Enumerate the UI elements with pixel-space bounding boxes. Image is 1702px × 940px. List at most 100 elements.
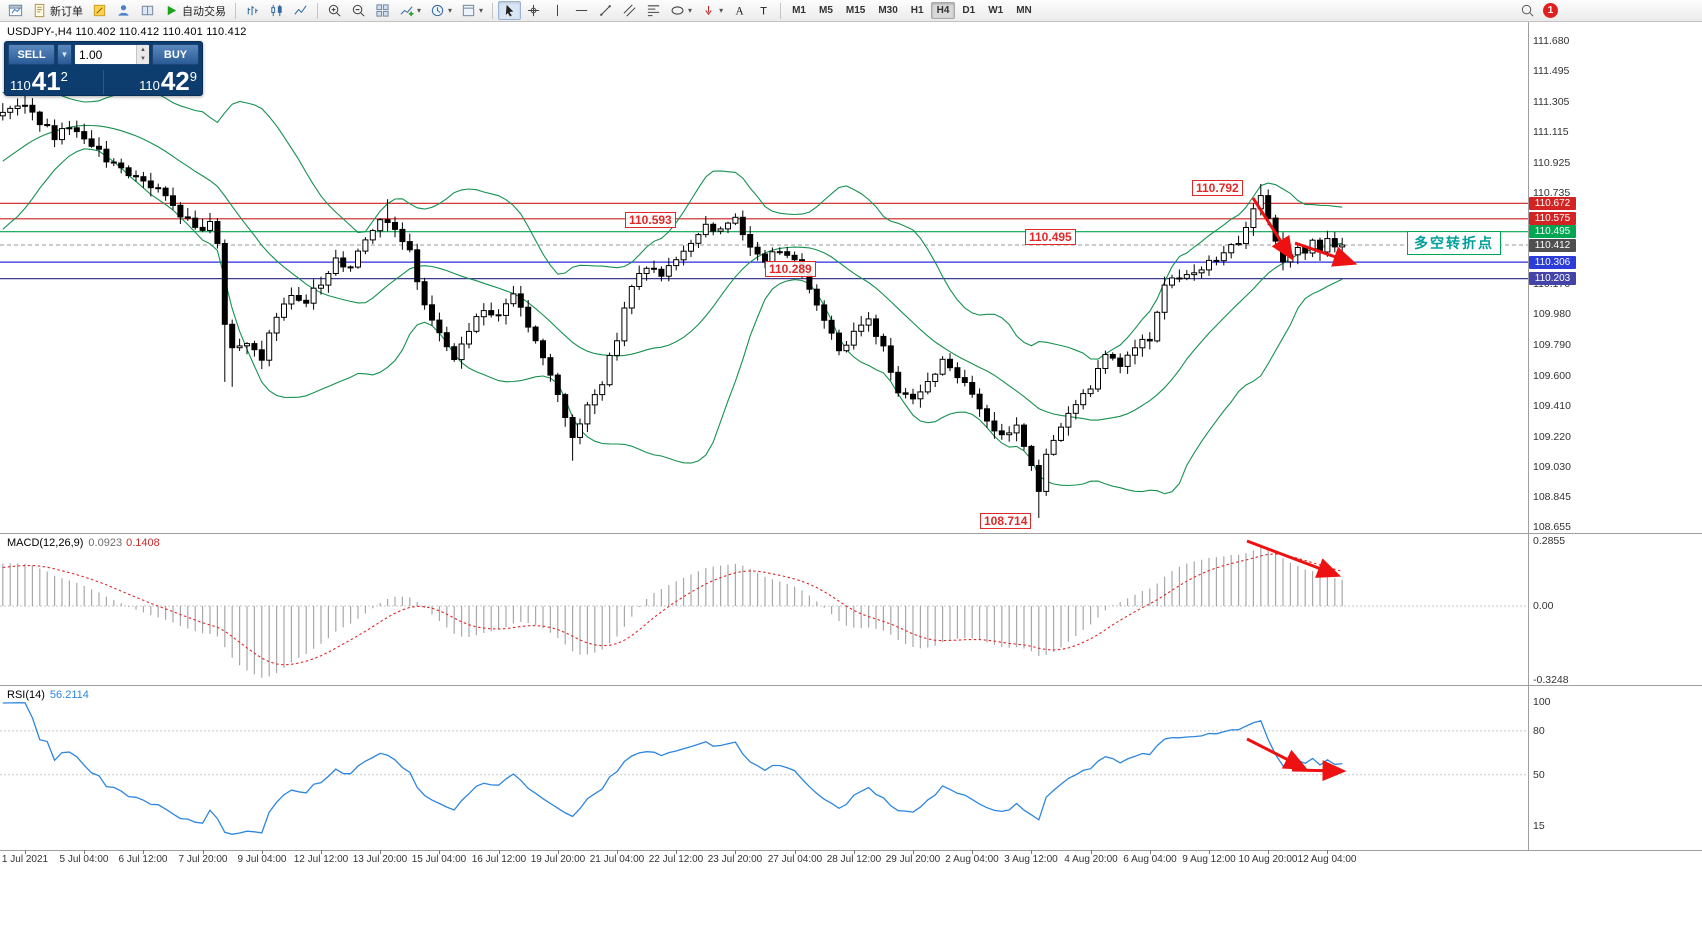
annotation-note-text[interactable]: 多空转折点	[1407, 231, 1501, 255]
sell-price-display[interactable]: 110 41 2	[8, 68, 101, 94]
price-marker-label: 110.672	[1529, 197, 1576, 210]
volume-decrease-button[interactable]: ▼	[137, 54, 149, 64]
accounts-button[interactable]	[112, 1, 135, 20]
time-axis-tick	[795, 850, 796, 854]
periods-button[interactable]: ▾	[426, 1, 456, 20]
macd-axis-tick: -0.3248	[1533, 674, 1569, 686]
time-axis-label: 23 Jul 20:00	[707, 854, 763, 865]
time-axis-label: 6 Jul 12:00	[118, 854, 168, 865]
time-axis-tick	[1327, 850, 1328, 854]
new-order-icon	[34, 3, 45, 18]
line-chart-button[interactable]	[289, 1, 312, 20]
channel-tool[interactable]	[618, 1, 641, 20]
price-axis-tick: 111.115	[1533, 126, 1569, 138]
text-tool[interactable]: A	[728, 1, 751, 20]
zoom-out-button[interactable]	[347, 1, 370, 20]
timeframe-button-m30[interactable]: M30	[878, 5, 898, 16]
buy-price-point: 9	[189, 69, 197, 84]
trend-arrows[interactable]	[1246, 197, 1358, 782]
price-callout[interactable]: 108.714	[980, 513, 1032, 529]
buy-button-label: BUY	[163, 48, 188, 61]
timeframe-button-mn[interactable]: MN	[1016, 5, 1032, 16]
timeframe-button-w1[interactable]: W1	[988, 5, 1004, 16]
timeframe-button-m15[interactable]: M15	[845, 5, 866, 16]
new-order-button[interactable]: 新订单	[28, 1, 87, 20]
time-axis-tick	[558, 850, 559, 854]
sell-price-figure: 110	[10, 78, 31, 93]
volume-increase-button[interactable]: ▲	[137, 45, 149, 55]
bar-chart-icon	[247, 5, 258, 16]
bar-chart-button[interactable]	[241, 1, 264, 20]
panel-separator-macd[interactable]	[0, 533, 1702, 534]
time-axis-label: 13 Jul 20:00	[352, 854, 408, 865]
timeframe-button-m5[interactable]: M5	[818, 5, 833, 16]
horizontal-line-icon	[575, 9, 588, 12]
autotrading-button[interactable]: 自动交易	[160, 1, 230, 20]
toolbar-separator	[492, 2, 494, 19]
time-axis-tick	[380, 850, 381, 854]
time-axis-label: 21 Jul 04:00	[589, 854, 645, 865]
market-watch-icon	[141, 5, 154, 16]
price-callout[interactable]: 110.593	[625, 212, 676, 228]
trendline-tool[interactable]	[594, 1, 617, 20]
timeframe-button-h4[interactable]: H4	[930, 2, 956, 19]
macd-main-value: 0.0923	[88, 537, 123, 549]
macd-panel	[0, 547, 1528, 678]
accounts-icon	[118, 5, 129, 16]
timeframe-button-d1[interactable]: D1	[962, 5, 976, 16]
cursor-tool[interactable]	[498, 1, 522, 20]
market-watch-button[interactable]	[136, 1, 159, 20]
macd-indicator-label: MACD(12,26,9) 0.0923 0.1408	[7, 537, 160, 549]
metaeditor-icon	[93, 4, 106, 17]
price-axis-tick: 110.735	[1533, 187, 1571, 199]
rsi-value: 56.2114	[49, 689, 89, 701]
vertical-line-tool[interactable]	[546, 1, 569, 20]
candlestick-chart-button[interactable]	[265, 1, 288, 20]
horizontal-level-lines[interactable]	[0, 202, 1528, 280]
horizontal-line-tool[interactable]	[570, 1, 593, 20]
chevron-down-icon: ▾	[688, 5, 693, 15]
new-chart-window-button[interactable]	[4, 1, 27, 20]
price-callout[interactable]: 110.289	[765, 261, 816, 277]
panel-separator-rsi[interactable]	[0, 685, 1702, 686]
zoom-in-button[interactable]	[323, 1, 346, 20]
templates-button[interactable]: ▾	[457, 1, 487, 20]
time-axis-label: 1 Jul 2021	[1, 854, 49, 865]
time-axis-tick	[84, 850, 85, 854]
search-icon[interactable]	[1520, 3, 1535, 18]
metaeditor-button[interactable]	[88, 1, 111, 20]
sell-button[interactable]: SELL	[8, 44, 55, 65]
crosshair-tool[interactable]	[522, 1, 545, 20]
time-axis-label: 6 Aug 04:00	[1123, 854, 1177, 865]
toolbar-separator	[317, 2, 318, 19]
time-axis-label: 9 Aug 12:00	[1182, 854, 1236, 865]
time-axis-label: 2 Aug 04:00	[945, 854, 999, 865]
time-axis-label: 9 Jul 04:00	[237, 854, 287, 865]
price-axis-tick: 111.680	[1533, 35, 1570, 47]
time-axis-tick	[499, 850, 500, 854]
price-axis-tick: 109.410	[1533, 400, 1571, 412]
timeframe-button-h1[interactable]: H1	[910, 5, 924, 16]
time-axis-tick	[262, 850, 263, 854]
notification-badge[interactable]: 1	[1543, 3, 1558, 18]
time-axis-tick	[972, 850, 973, 854]
volume-input[interactable]	[75, 45, 136, 64]
buy-button[interactable]: BUY	[152, 44, 199, 65]
arrows-tool[interactable]: ▾	[697, 1, 727, 20]
timeframe-button-m1[interactable]: M1	[792, 5, 806, 16]
price-callout[interactable]: 110.495	[1025, 229, 1076, 245]
time-axis-label: 15 Jul 04:00	[411, 854, 467, 865]
chevron-down-icon: ▾	[719, 5, 724, 15]
bollinger-bands	[2, 82, 1343, 495]
time-axis-tick	[735, 850, 736, 854]
tile-windows-button[interactable]	[371, 1, 394, 20]
fibonacci-tool[interactable]	[642, 1, 665, 20]
label-tool[interactable]: T	[752, 1, 775, 20]
shapes-tool[interactable]: ▾	[666, 1, 696, 20]
price-axis-tick: 108.845	[1533, 491, 1571, 503]
buy-price-display[interactable]: 110 42 9	[106, 68, 199, 94]
indicators-button[interactable]: ▾	[395, 1, 425, 20]
order-settings-dropdown[interactable]: ▼	[57, 44, 72, 65]
price-callout[interactable]: 110.792	[1192, 180, 1243, 196]
